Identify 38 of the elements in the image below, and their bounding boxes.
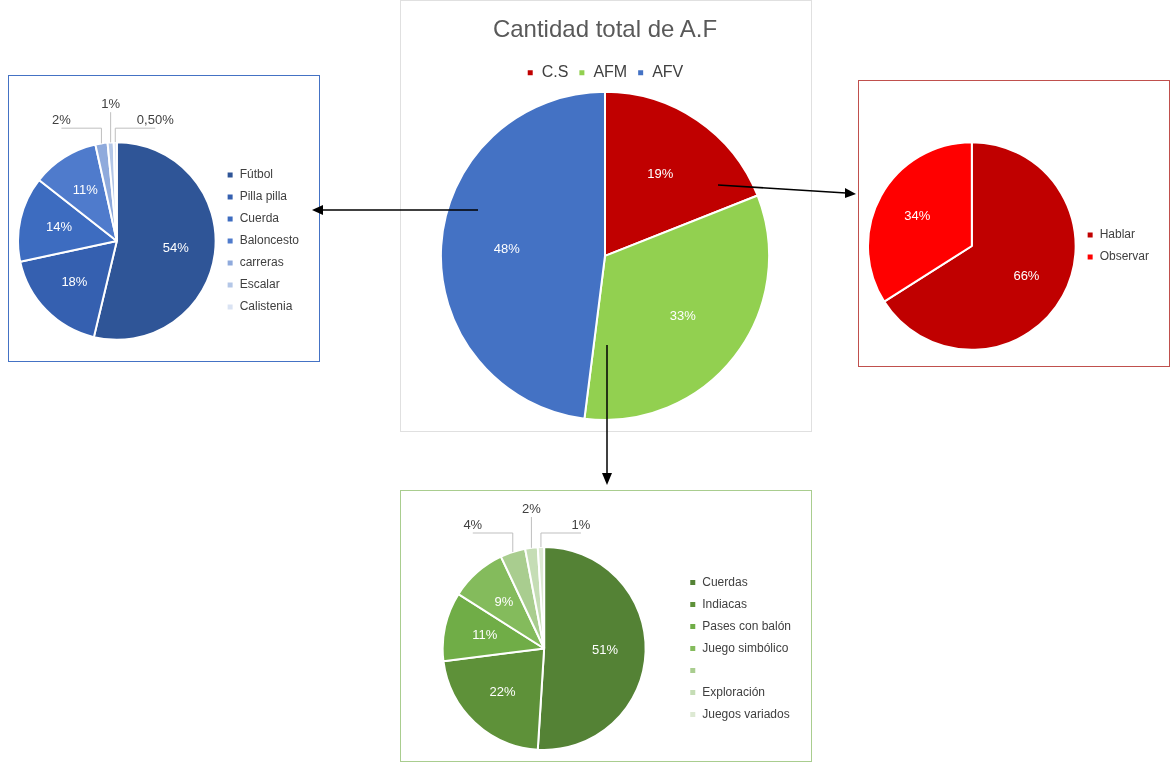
- legend-label: AFV: [652, 63, 684, 81]
- data-label: 22%: [489, 684, 516, 700]
- legend-label: Pilla pilla: [239, 189, 288, 204]
- data-label: 19%: [647, 166, 674, 182]
- data-label: 0,50%: [136, 111, 175, 127]
- legend-label: Fútbol: [239, 167, 273, 182]
- data-label: 2%: [522, 500, 542, 516]
- legend-label: AFM: [593, 63, 628, 81]
- data-label: 33%: [669, 307, 697, 323]
- data-label: 54%: [162, 239, 190, 255]
- data-label: 18%: [61, 274, 88, 290]
- legend-label: carreras: [239, 255, 284, 270]
- data-label: 4%: [463, 516, 483, 532]
- legend-label: Pases con balón: [702, 618, 792, 633]
- chart-title: Cantidad total de A.F: [492, 15, 718, 43]
- legend-label: Juego simbólico: [702, 640, 789, 655]
- legend-label: Calistenia: [239, 299, 293, 314]
- legend-label: Cuerdas: [702, 574, 748, 589]
- data-label: 48%: [493, 241, 521, 257]
- data-label: 14%: [46, 219, 73, 235]
- data-label: 2%: [52, 111, 72, 127]
- legend-label: Hablar: [1099, 227, 1136, 242]
- data-label: 1%: [571, 516, 591, 532]
- legend-label: Observar: [1099, 249, 1150, 264]
- legend-label: C.S: [541, 63, 569, 81]
- data-label: 51%: [591, 641, 619, 657]
- legend-label: Exploración: [702, 684, 765, 699]
- data-label: 11%: [72, 182, 99, 198]
- data-label: 9%: [494, 594, 514, 610]
- legend-label: Baloncesto: [239, 233, 300, 248]
- legend-label: Cuerda: [239, 211, 280, 226]
- legend-label: Juegos variados: [702, 706, 790, 721]
- legend-label: Escalar: [239, 277, 280, 292]
- data-label: 66%: [1013, 267, 1040, 283]
- data-label: 1%: [101, 95, 121, 111]
- data-label: 11%: [472, 626, 498, 642]
- legend-label: Indiacas: [702, 596, 747, 611]
- data-label: 34%: [904, 207, 931, 223]
